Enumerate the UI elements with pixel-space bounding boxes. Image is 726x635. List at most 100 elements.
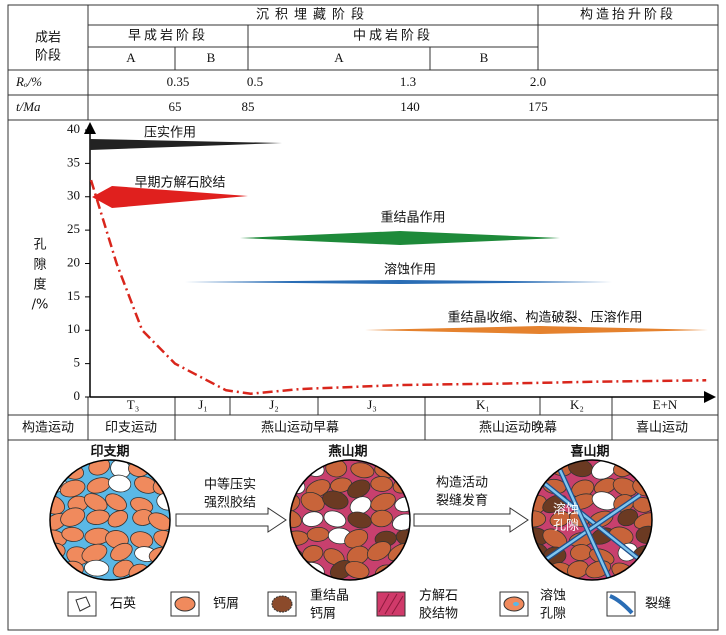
grain xyxy=(617,508,639,527)
thin-section xyxy=(50,460,170,580)
ro-value: 1.3 xyxy=(400,74,416,89)
grain xyxy=(632,497,652,513)
grain xyxy=(322,490,349,510)
process-bars xyxy=(90,139,708,334)
ro-value: 2.0 xyxy=(530,74,546,89)
stage-title: 构造抬升阶段 xyxy=(580,8,676,23)
process-bar xyxy=(92,186,248,208)
period-label: J₃ xyxy=(367,397,377,412)
row-label: 阶段 xyxy=(35,49,61,64)
grain xyxy=(370,509,393,528)
grain xyxy=(107,510,128,528)
grain xyxy=(86,509,110,525)
grain xyxy=(148,512,170,531)
grain xyxy=(567,560,589,579)
row-label: Rₒ/% xyxy=(15,74,42,89)
tectonic-event: 燕山运动晚幕 xyxy=(479,421,557,436)
process-label: 早期方解石胶结 xyxy=(134,175,225,191)
arrow-label: 中等压实 xyxy=(204,477,256,493)
grain xyxy=(388,460,410,477)
grain xyxy=(152,460,170,477)
arrow-label: 强烈胶结 xyxy=(204,495,256,511)
thin-section xyxy=(290,460,410,580)
process-bar xyxy=(185,280,612,284)
grain xyxy=(347,511,372,529)
grain xyxy=(61,526,84,542)
ro-value: 0.5 xyxy=(247,74,263,89)
porosity-curve xyxy=(89,179,707,395)
y-tick-label: 5 xyxy=(74,355,81,370)
substage: A xyxy=(334,50,344,65)
grain xyxy=(347,479,371,499)
period-label: J₂ xyxy=(269,397,279,412)
period-label: K₁ xyxy=(476,397,490,412)
period-label: E+N xyxy=(653,397,678,412)
legend-label: 重结晶 xyxy=(310,588,349,604)
tectonic-event: 印支运动 xyxy=(105,421,157,436)
grain xyxy=(61,560,84,578)
ro-value: 0.35 xyxy=(167,74,190,89)
grain xyxy=(532,562,546,580)
grain xyxy=(84,559,110,577)
grain xyxy=(110,542,133,562)
callout: 孔隙 xyxy=(553,519,579,534)
legend-label: 溶蚀 xyxy=(540,589,566,604)
legend-label: 裂缝 xyxy=(645,597,671,612)
y-axis-label: /% xyxy=(32,298,49,313)
grain xyxy=(50,461,66,478)
callout: 溶蚀 xyxy=(553,503,579,518)
y-axis-label: 孔 xyxy=(33,238,46,253)
legend-icons xyxy=(67,591,636,617)
section-outline xyxy=(531,459,653,581)
table-lines xyxy=(7,4,719,631)
row-label: 构造运动 xyxy=(22,421,74,436)
grain xyxy=(633,460,652,475)
arrow-label: 裂缝发育 xyxy=(436,493,488,509)
y-tick-label: 25 xyxy=(67,221,80,236)
grain xyxy=(301,511,324,527)
y-tick-label: 30 xyxy=(67,188,80,203)
legend-label: 钙屑 xyxy=(213,597,239,612)
grain xyxy=(637,560,652,578)
t-value: 175 xyxy=(528,99,548,114)
period-label: T₃ xyxy=(127,397,139,412)
y-axis-label: 隙 xyxy=(33,258,46,273)
process-label: 重结晶作用 xyxy=(380,210,445,226)
stage-label: 燕山期 xyxy=(328,444,367,460)
fracture xyxy=(539,479,641,561)
tectonic-event: 喜山运动 xyxy=(636,421,688,436)
t-value: 65 xyxy=(169,99,182,114)
grain xyxy=(112,559,134,578)
substage: B xyxy=(480,50,489,65)
row-label: t/Ma xyxy=(16,99,41,114)
grain xyxy=(370,476,394,492)
y-tick-label: 20 xyxy=(67,254,80,269)
period-label: J₁ xyxy=(198,397,208,412)
grain xyxy=(83,493,108,512)
legend-label: 孔隙 xyxy=(540,607,566,622)
process-bar xyxy=(90,139,282,150)
arrow-label: 构造活动 xyxy=(436,476,488,491)
grain xyxy=(300,491,325,512)
thin-section xyxy=(532,460,652,580)
process-bar xyxy=(240,231,560,245)
fracture xyxy=(558,469,612,580)
process-label: 压实作用 xyxy=(144,126,196,141)
grain xyxy=(350,462,375,479)
grain xyxy=(370,492,396,512)
legend-label: 方解石 xyxy=(419,588,458,604)
grain xyxy=(395,561,410,579)
y-axis-label: 度 xyxy=(33,277,46,293)
t-value: 140 xyxy=(400,99,420,114)
legend-label: 钙屑 xyxy=(310,607,336,622)
axes xyxy=(84,122,716,403)
y-tick-label: 35 xyxy=(67,154,80,169)
y-tick-label: 15 xyxy=(67,288,80,303)
grain xyxy=(366,541,392,562)
substage: B xyxy=(207,50,216,65)
process-bar xyxy=(365,326,708,334)
section-outline xyxy=(49,459,171,581)
stage-title: 中成岩阶段 xyxy=(353,29,433,44)
row-label: 成岩 xyxy=(35,31,61,46)
